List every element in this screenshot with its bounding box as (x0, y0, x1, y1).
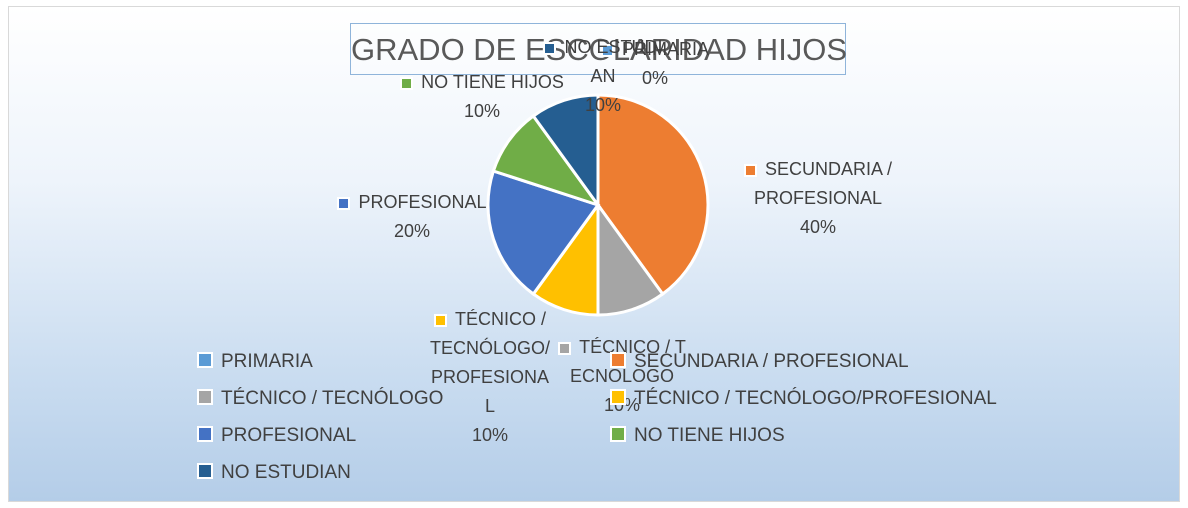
legend-item: NO ESTUDIAN (197, 462, 351, 484)
legend-swatch (197, 463, 213, 479)
label-text: NO TIENE HIJOS (421, 72, 564, 92)
legend-swatch (610, 389, 626, 405)
legend-swatch (610, 352, 626, 368)
legend-label: NO TIENE HIJOS (634, 425, 785, 446)
data-label: NO ESTUDIAN 10% (538, 33, 668, 120)
data-label-value: 40% (799, 217, 837, 237)
chart-title: GRADO DE ESCOLARIDAD HIJOS (350, 23, 847, 75)
data-label: PRIMARIA 0% (595, 35, 715, 93)
data-label: SECUNDARIA / PROFESIONAL 40% (738, 155, 898, 242)
label-marker (400, 76, 414, 90)
legend-swatch (197, 426, 213, 442)
data-label: TÉCNICO / TECNÓLOGO 10% (557, 333, 687, 420)
label-marker (743, 163, 757, 177)
legend-label: TÉCNICO / TECNÓLOGO/PROFESIONAL (634, 388, 997, 409)
legend-swatch (197, 352, 213, 368)
data-label-name: NO TIENE HIJOS (397, 68, 567, 97)
label-marker (600, 43, 614, 57)
legend-label: PRIMARIA (221, 351, 313, 372)
legend-swatch (197, 389, 213, 405)
legend-item: TÉCNICO / TECNÓLOGO (197, 388, 443, 410)
data-label-value: 0% (641, 68, 668, 88)
label-text: TÉCNICO / TECNÓLOGO (569, 337, 686, 386)
data-label-value: 10% (584, 95, 622, 115)
data-label-name: PROFESIONAL (337, 188, 487, 217)
legend-label: NO ESTUDIAN (221, 462, 351, 483)
legend-item: TÉCNICO / TECNÓLOGO/PROFESIONAL (610, 388, 997, 410)
data-label-name: NO ESTUDIAN (538, 33, 668, 91)
data-label-name: SECUNDARIA / PROFESIONAL (738, 155, 898, 213)
data-label-value: 20% (393, 221, 431, 241)
data-label: PROFESIONAL 20% (337, 188, 487, 246)
legend-label: PROFESIONAL (221, 425, 357, 446)
label-text: TÉCNICO / TECNÓLOGO/PROFESIONAL (429, 309, 550, 416)
legend-label: SECUNDARIA / PROFESIONAL (634, 351, 909, 372)
label-text: PRIMARIA (621, 39, 709, 59)
data-label-name: TÉCNICO / TECNÓLOGO (557, 333, 687, 391)
label-text: NO ESTUDIAN (564, 37, 663, 86)
label-text: PROFESIONAL (358, 192, 487, 212)
legend-label: TÉCNICO / TECNÓLOGO (221, 388, 444, 409)
pie-slice (531, 93, 600, 210)
data-label-name: PRIMARIA (595, 35, 715, 64)
data-label: TÉCNICO / TECNÓLOGO/PROFESIONAL 10% (428, 305, 553, 450)
label-marker (337, 196, 351, 210)
legend-item: SECUNDARIA / PROFESIONAL (610, 351, 909, 373)
label-marker (543, 41, 557, 55)
pie-slice (596, 93, 710, 297)
data-label: NO TIENE HIJOS 10% (397, 68, 567, 126)
legend-item: PRIMARIA (197, 351, 313, 373)
legend-item: PROFESIONAL (197, 425, 356, 447)
label-marker (433, 313, 447, 327)
legend-swatch (610, 426, 626, 442)
data-label-value: 10% (463, 101, 501, 121)
label-marker (558, 341, 572, 355)
data-label-value: 10% (471, 425, 509, 445)
data-label-name: TÉCNICO / TECNÓLOGO/PROFESIONAL (428, 305, 553, 421)
legend-item: NO TIENE HIJOS (610, 425, 785, 447)
pie-slice (486, 169, 601, 297)
label-text: SECUNDARIA / PROFESIONAL (753, 159, 893, 208)
